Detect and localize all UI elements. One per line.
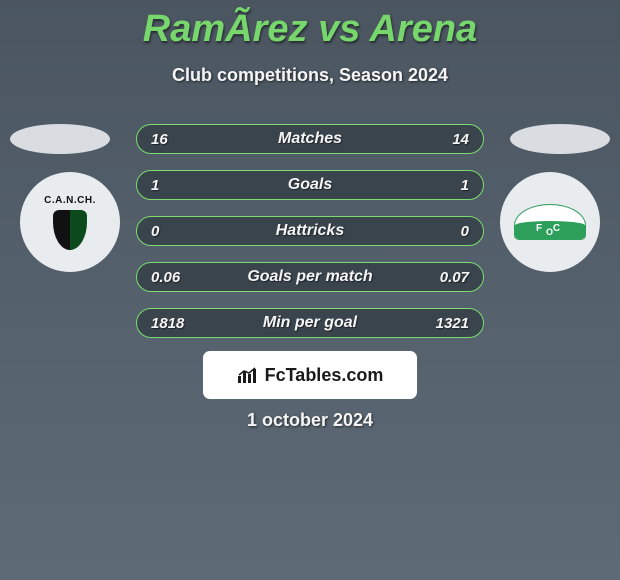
subtitle: Club competitions, Season 2024 xyxy=(0,65,620,86)
stat-player2-value: 14 xyxy=(399,131,469,148)
page-title: RamÃ­rez vs Arena xyxy=(0,0,620,51)
stat-label: Min per goal xyxy=(221,314,399,332)
stat-player1-value: 1818 xyxy=(151,315,221,332)
stat-label: Hattricks xyxy=(221,222,399,240)
team1-badge: C.A.N.CH. xyxy=(20,172,120,272)
team1-crest-letters: C.A.N.CH. xyxy=(44,195,96,206)
team2-crest-top: F C xyxy=(536,223,564,234)
team1-crest: C.A.N.CH. xyxy=(28,180,112,264)
team1-crest-shield xyxy=(53,210,87,250)
stat-player1-value: 16 xyxy=(151,131,221,148)
stat-row: 0 Hattricks 0 xyxy=(136,216,484,246)
fctables-text: FcTables.com xyxy=(265,365,384,386)
stat-player2-value: 0.07 xyxy=(399,269,469,286)
team2-crest-shield: F C O xyxy=(515,205,585,239)
bar-chart-icon xyxy=(237,366,259,384)
date-label: 1 october 2024 xyxy=(0,410,620,431)
stat-row: 1 Goals 1 xyxy=(136,170,484,200)
stat-player2-value: 1321 xyxy=(399,315,469,332)
stat-player1-value: 0.06 xyxy=(151,269,221,286)
stat-label: Goals xyxy=(221,176,399,194)
player2-photo-placeholder xyxy=(510,124,610,154)
stat-row: 0.06 Goals per match 0.07 xyxy=(136,262,484,292)
stat-row: 16 Matches 14 xyxy=(136,124,484,154)
comparison-card: RamÃ­rez vs Arena Club competitions, Sea… xyxy=(0,0,620,580)
team2-crest: F C O xyxy=(508,180,592,264)
stats-table: 16 Matches 14 1 Goals 1 0 Hattricks 0 0.… xyxy=(136,124,484,354)
stat-label: Goals per match xyxy=(221,268,399,286)
player1-photo-placeholder xyxy=(10,124,110,154)
stat-player1-value: 1 xyxy=(151,177,221,194)
stat-label: Matches xyxy=(221,130,399,148)
fctables-watermark: FcTables.com xyxy=(202,350,418,400)
stat-player1-value: 0 xyxy=(151,223,221,240)
stat-player2-value: 1 xyxy=(399,177,469,194)
stat-row: 1818 Min per goal 1321 xyxy=(136,308,484,338)
stat-player2-value: 0 xyxy=(399,223,469,240)
team2-badge: F C O xyxy=(500,172,600,272)
